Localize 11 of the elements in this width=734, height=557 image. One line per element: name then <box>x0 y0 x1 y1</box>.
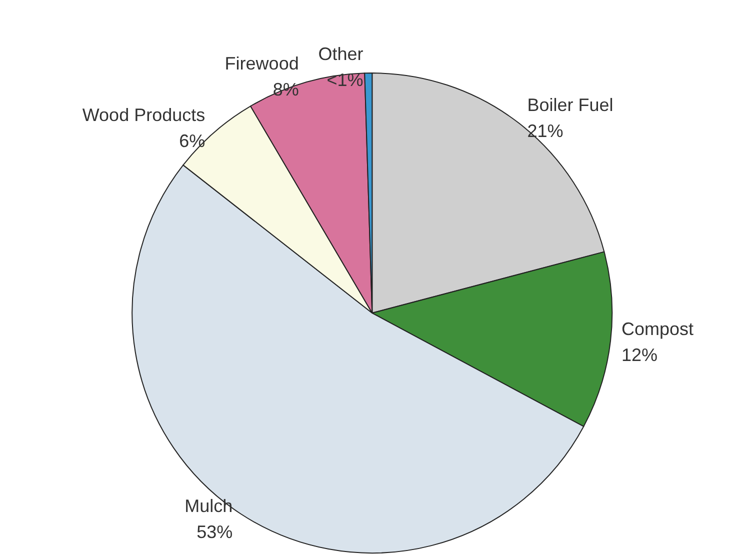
data-label: 21% <box>527 121 564 142</box>
data-label: 6% <box>179 130 206 151</box>
data-label: 53% <box>196 522 233 542</box>
slice-label: Wood Products <box>82 104 206 125</box>
slice-label: Other <box>318 44 364 64</box>
data-label: <1% <box>326 70 364 90</box>
slice-label: Mulch <box>184 496 233 516</box>
slice-label: Compost <box>621 318 694 339</box>
data-label: 12% <box>621 344 658 365</box>
slice-label: Firewood <box>224 54 299 74</box>
slice-label: Boiler Fuel <box>527 95 614 116</box>
